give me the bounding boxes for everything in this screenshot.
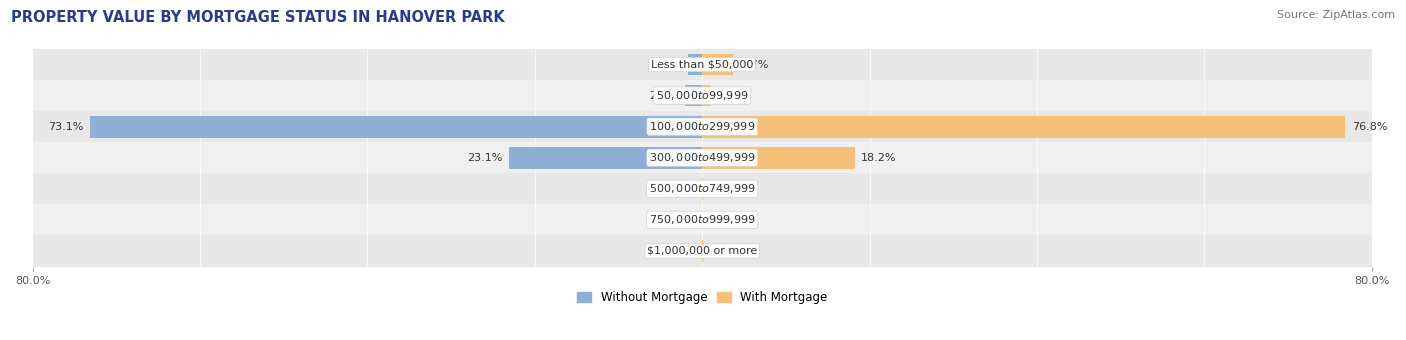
Text: 18.2%: 18.2% [862, 153, 897, 163]
Bar [90, 116, 702, 138]
Text: 0.0%: 0.0% [668, 246, 696, 256]
Text: Source: ZipAtlas.com: Source: ZipAtlas.com [1277, 10, 1395, 20]
Bar [688, 54, 702, 75]
Text: 1.7%: 1.7% [652, 59, 682, 70]
Bar [32, 235, 1372, 267]
Text: 76.8%: 76.8% [1351, 122, 1388, 132]
Text: 0.0%: 0.0% [709, 215, 737, 225]
Text: 0.1%: 0.1% [710, 246, 738, 256]
Text: 73.1%: 73.1% [48, 122, 84, 132]
Bar [509, 147, 702, 169]
Bar [702, 116, 1346, 138]
Text: PROPERTY VALUE BY MORTGAGE STATUS IN HANOVER PARK: PROPERTY VALUE BY MORTGAGE STATUS IN HAN… [11, 10, 505, 25]
Bar [32, 49, 1372, 80]
Text: 0.0%: 0.0% [668, 184, 696, 194]
Bar [32, 111, 1372, 142]
Bar [32, 142, 1372, 173]
Bar [702, 54, 734, 75]
Text: $50,000 to $99,999: $50,000 to $99,999 [657, 89, 748, 102]
Bar [702, 85, 711, 106]
Text: 2.1%: 2.1% [650, 90, 678, 101]
Text: Less than $50,000: Less than $50,000 [651, 59, 754, 70]
Text: $300,000 to $499,999: $300,000 to $499,999 [650, 151, 755, 164]
Bar [32, 173, 1372, 204]
Text: $500,000 to $749,999: $500,000 to $749,999 [650, 182, 755, 195]
Bar [702, 147, 855, 169]
Legend: Without Mortgage, With Mortgage: Without Mortgage, With Mortgage [572, 286, 832, 308]
Text: $100,000 to $299,999: $100,000 to $299,999 [650, 120, 755, 133]
Text: 3.7%: 3.7% [740, 59, 768, 70]
Bar [32, 204, 1372, 235]
Text: $1,000,000 or more: $1,000,000 or more [647, 246, 758, 256]
Text: 0.12%: 0.12% [710, 184, 745, 194]
Text: 1.1%: 1.1% [718, 90, 747, 101]
Text: $750,000 to $999,999: $750,000 to $999,999 [650, 214, 755, 226]
Text: 23.1%: 23.1% [467, 153, 502, 163]
Text: 0.0%: 0.0% [668, 215, 696, 225]
Bar [685, 85, 702, 106]
Bar [32, 80, 1372, 111]
